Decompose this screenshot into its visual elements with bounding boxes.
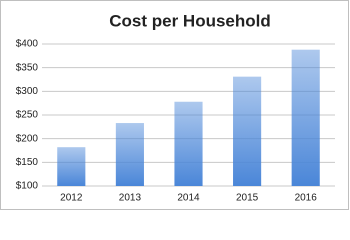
bar xyxy=(115,123,144,186)
x-tick-label: 2015 xyxy=(236,193,259,204)
y-tick-label: $100 xyxy=(16,181,39,192)
y-tick-label: $250 xyxy=(16,110,39,121)
chart-title: Cost per Household xyxy=(109,11,271,30)
bar xyxy=(233,76,262,186)
y-tick-label: $300 xyxy=(16,86,39,97)
y-tick-label: $400 xyxy=(16,39,39,50)
chart: Cost per Household $100 $150 $200 $250 $300 $… xyxy=(0,0,349,210)
bar xyxy=(57,147,86,186)
y-tick-label: $150 xyxy=(16,157,39,168)
bar xyxy=(291,49,320,187)
x-tick-label: 2016 xyxy=(295,193,318,204)
y-tick-label: $350 xyxy=(16,62,39,73)
y-tick-label: $200 xyxy=(16,133,39,144)
x-tick-label: 2012 xyxy=(60,193,83,204)
x-tick-label: 2013 xyxy=(119,193,142,204)
page: Cost per Household $100 $150 $200 $250 $300 $… xyxy=(0,0,350,211)
x-tick-label: 2014 xyxy=(177,193,200,204)
bar xyxy=(174,101,203,186)
